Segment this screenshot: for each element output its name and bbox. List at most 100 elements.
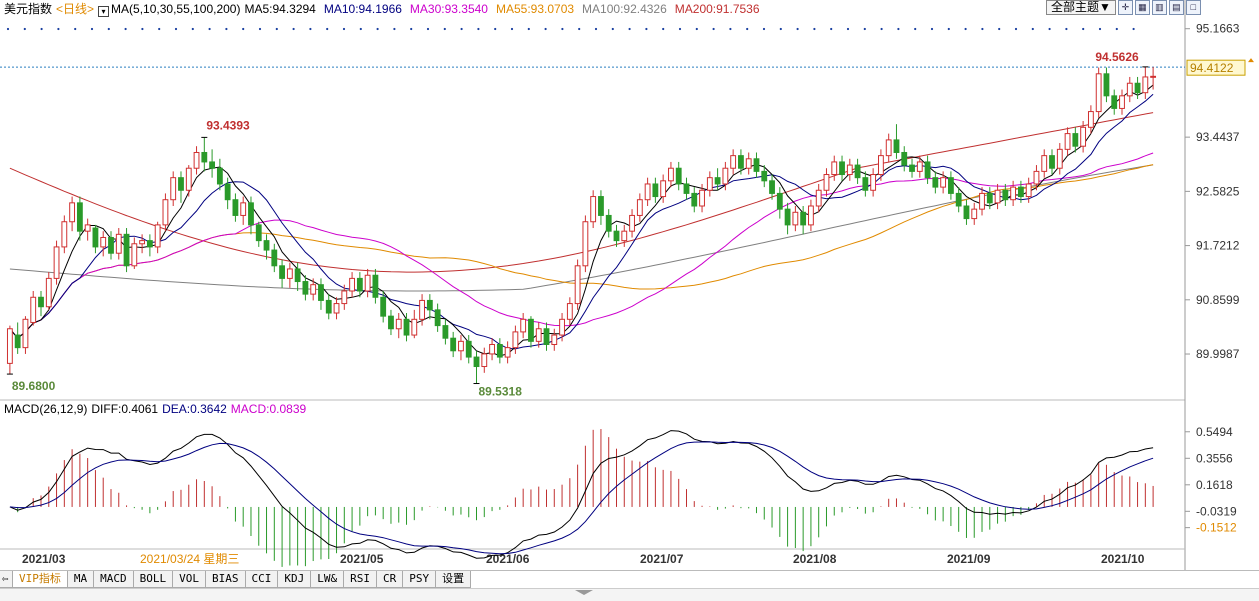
marker-dot	[544, 27, 547, 31]
candle	[878, 155, 884, 176]
ma30-line	[9, 152, 1154, 339]
marker-dot	[208, 27, 211, 31]
price-tick-label: 89.9987	[1196, 347, 1240, 361]
theme-select-button[interactable]: 全部主题▼	[1046, 0, 1116, 15]
marker-dot	[712, 27, 715, 31]
candle	[636, 199, 643, 216]
tab-5[interactable]: BIAS	[206, 571, 246, 588]
marker-dot	[158, 27, 161, 31]
marker-dot	[6, 27, 10, 31]
tab-4[interactable]: VOL	[173, 571, 206, 588]
candle	[823, 174, 830, 191]
candle	[652, 183, 659, 198]
candle	[699, 189, 705, 207]
candle	[776, 192, 783, 210]
ma-settings-label[interactable]: MA(5,10,30,55,100,200)	[111, 2, 241, 16]
marker-dot	[897, 27, 900, 31]
candle	[963, 205, 970, 220]
tab-7[interactable]: KDJ	[278, 571, 312, 588]
marker-dot	[645, 27, 648, 31]
candle	[683, 183, 690, 194]
candle	[1002, 189, 1009, 201]
tab-12[interactable]: 设置	[436, 571, 472, 588]
annotation-label: 89.6800	[12, 379, 56, 393]
tab-9[interactable]: RSI	[344, 571, 377, 588]
marker-dot	[981, 27, 984, 31]
candle	[419, 299, 425, 320]
tab-6[interactable]: CCI	[245, 571, 279, 588]
macd-tick-label: -0.1512	[1196, 521, 1237, 535]
zoom-in-icon[interactable]: ✛	[1117, 0, 1133, 15]
price-tick-label: 92.5825	[1196, 184, 1240, 198]
candle	[356, 277, 363, 292]
ma-icon: ▾	[98, 6, 110, 17]
marker-dot	[746, 27, 749, 31]
bottom-scrollbar[interactable]	[0, 588, 1259, 601]
marker-dot	[1098, 27, 1102, 31]
candle	[450, 337, 457, 352]
candle	[69, 202, 76, 223]
tab-10[interactable]: CR	[377, 571, 404, 588]
marker-dot	[578, 27, 581, 31]
candle	[380, 296, 387, 317]
layout-rows-icon[interactable]: ▤	[1168, 0, 1184, 15]
tab-scroll-left[interactable]: ⇦	[0, 571, 13, 588]
marker-dot	[729, 27, 732, 31]
layout-single-icon[interactable]: □	[1185, 0, 1201, 15]
candle	[846, 164, 853, 176]
tab-2[interactable]: MACD	[94, 571, 134, 588]
current-price-label: 94.4122	[1190, 61, 1234, 75]
tab-11[interactable]: PSY	[403, 571, 437, 588]
candle	[543, 328, 550, 345]
tab-1[interactable]: MA	[67, 571, 95, 588]
candle	[123, 233, 130, 267]
candle	[815, 189, 822, 207]
ma10-line	[9, 93, 1154, 350]
candle	[730, 155, 737, 169]
macd-tick-label: -0.0319	[1196, 504, 1237, 518]
candle	[38, 296, 44, 308]
price-tick-label: 90.8599	[1196, 293, 1240, 307]
period-label[interactable]: <日线>	[56, 2, 95, 16]
candle	[185, 167, 192, 191]
marker-dot	[174, 27, 178, 31]
layout-columns-icon[interactable]: ▥	[1151, 0, 1167, 15]
marker-dot	[141, 27, 144, 31]
layout-grid-icon[interactable]: ▦	[1134, 0, 1150, 15]
candle	[146, 240, 153, 248]
candle	[1150, 75, 1157, 78]
candle	[994, 189, 1001, 204]
candle	[854, 164, 861, 179]
marker-dot	[947, 27, 950, 31]
marker-dot	[107, 27, 110, 31]
collapse-arrow-icon[interactable]	[575, 590, 593, 595]
candle	[1049, 155, 1055, 169]
tab-3[interactable]: BOLL	[133, 571, 174, 588]
candle	[714, 177, 721, 185]
marker-dot	[527, 27, 530, 31]
candle	[364, 274, 371, 292]
ma-values: MA5:94.3294 MA10:94.1966 MA30:93.3540 MA55:…	[244, 2, 767, 16]
cursor-date-label: 2021/03/24 星期三	[140, 552, 239, 566]
tab-8[interactable]: LW&	[311, 571, 345, 588]
macd-value: MACD:0.0839	[230, 402, 307, 416]
marker-dot	[1048, 27, 1051, 31]
candle	[551, 334, 558, 345]
candle	[559, 318, 565, 336]
candle	[403, 318, 410, 336]
marker-dot	[1014, 27, 1018, 31]
marker-dot	[242, 27, 245, 31]
candle	[216, 167, 223, 185]
marker-dot	[376, 27, 379, 31]
candle	[201, 151, 208, 163]
current-price-arrow-icon	[1248, 58, 1254, 63]
x-axis-label: 2021/06	[486, 552, 530, 566]
price-tick-label: 91.7212	[1196, 239, 1240, 253]
annotation-label: 93.4393	[206, 118, 250, 132]
candle	[885, 139, 892, 157]
candle	[442, 325, 449, 339]
tab-0[interactable]: VIP指标	[13, 571, 68, 588]
candle	[279, 265, 285, 279]
candle	[115, 233, 122, 254]
